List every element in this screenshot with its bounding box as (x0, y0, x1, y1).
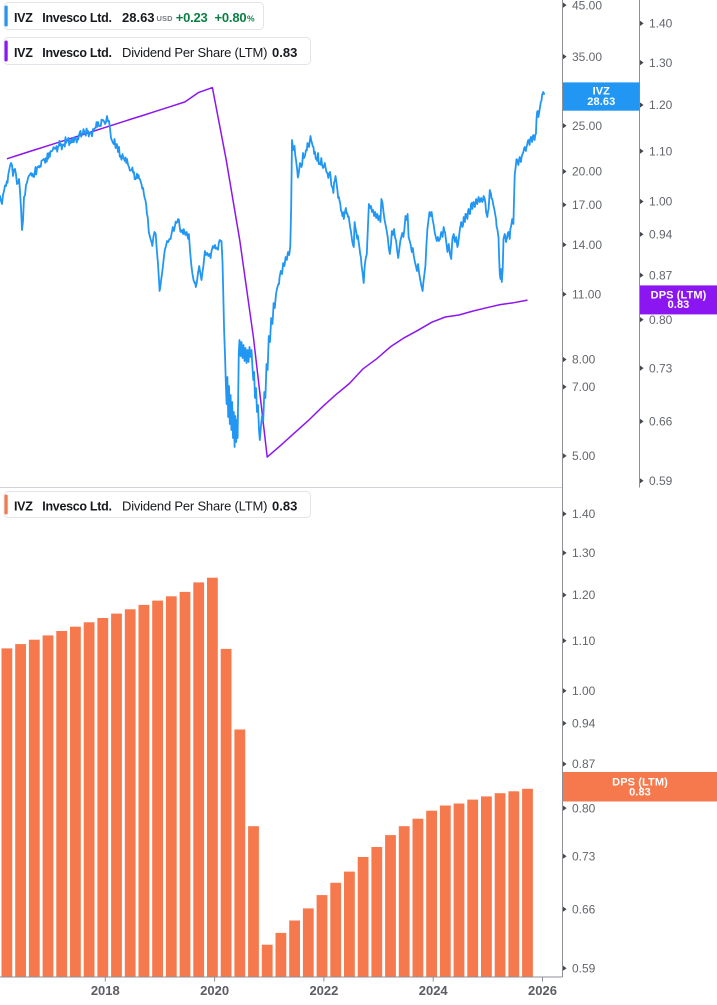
svg-text:1.20: 1.20 (649, 98, 673, 112)
svg-text:20.00: 20.00 (572, 165, 602, 179)
svg-text:0.59: 0.59 (649, 474, 673, 488)
svg-text:0.83: 0.83 (272, 498, 297, 513)
svg-text:Invesco Ltd.: Invesco Ltd. (42, 46, 111, 60)
svg-text:28.63: 28.63 (587, 96, 615, 108)
svg-text:0.66: 0.66 (572, 902, 596, 916)
svg-text:7.00: 7.00 (572, 380, 596, 394)
svg-text:+0.80: +0.80 (215, 10, 247, 25)
svg-text:IVZ: IVZ (14, 46, 33, 60)
svg-text:25.00: 25.00 (572, 119, 602, 133)
svg-text:2022: 2022 (309, 983, 338, 998)
svg-text:2024: 2024 (419, 983, 449, 998)
svg-text:Invesco Ltd.: Invesco Ltd. (42, 499, 111, 513)
svg-text:+0.23: +0.23 (176, 10, 208, 25)
svg-text:1.20: 1.20 (572, 588, 596, 602)
svg-text:1.10: 1.10 (572, 634, 596, 648)
svg-text:0.83: 0.83 (668, 299, 690, 311)
svg-text:1.00: 1.00 (572, 684, 596, 698)
svg-text:DPS (LTM): DPS (LTM) (651, 289, 707, 301)
svg-text:1.40: 1.40 (649, 17, 673, 31)
svg-text:1.30: 1.30 (572, 546, 596, 560)
svg-text:1.10: 1.10 (649, 144, 673, 158)
svg-text:0.83: 0.83 (272, 45, 297, 60)
svg-text:Dividend Per Share (LTM): Dividend Per Share (LTM) (122, 498, 267, 513)
svg-text:2026: 2026 (528, 983, 557, 998)
svg-text:IVZ: IVZ (14, 11, 33, 25)
svg-text:28.63: 28.63 (122, 10, 155, 25)
svg-text:0.66: 0.66 (649, 415, 673, 429)
svg-text:Dividend Per Share (LTM): Dividend Per Share (LTM) (122, 45, 267, 60)
svg-text:0.80: 0.80 (572, 801, 596, 815)
svg-text:0.87: 0.87 (572, 757, 596, 771)
svg-text:DPS (LTM): DPS (LTM) (612, 776, 668, 788)
svg-text:0.73: 0.73 (572, 849, 596, 863)
svg-text:0.87: 0.87 (649, 268, 673, 282)
svg-text:USD: USD (157, 14, 174, 23)
svg-text:1.30: 1.30 (649, 56, 673, 70)
svg-text:1.40: 1.40 (572, 507, 596, 521)
svg-text:0.80: 0.80 (649, 313, 673, 327)
svg-text:Invesco Ltd.: Invesco Ltd. (42, 11, 111, 25)
svg-text:0.73: 0.73 (649, 361, 673, 375)
svg-text:0.94: 0.94 (649, 228, 673, 242)
svg-text:35.00: 35.00 (572, 50, 602, 64)
svg-text:17.00: 17.00 (572, 198, 602, 212)
svg-text:14.00: 14.00 (572, 238, 602, 252)
svg-text:%: % (247, 13, 255, 23)
svg-text:IVZ: IVZ (593, 86, 611, 98)
svg-text:5.00: 5.00 (572, 449, 596, 463)
svg-text:1.00: 1.00 (649, 195, 673, 209)
svg-text:11.00: 11.00 (572, 287, 601, 301)
svg-text:2018: 2018 (91, 983, 120, 998)
svg-text:8.00: 8.00 (572, 353, 596, 367)
svg-text:45.00: 45.00 (572, 0, 602, 12)
svg-text:0.59: 0.59 (572, 961, 596, 975)
svg-text:0.83: 0.83 (629, 786, 651, 798)
svg-text:0.94: 0.94 (572, 717, 596, 731)
svg-text:IVZ: IVZ (14, 499, 33, 513)
svg-text:2020: 2020 (200, 983, 229, 998)
